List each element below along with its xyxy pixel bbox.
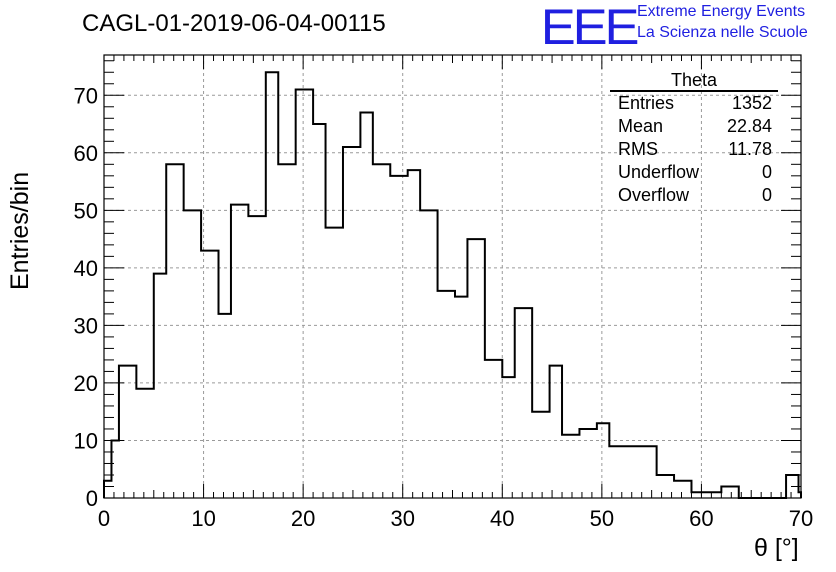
histogram-bin bbox=[502, 377, 514, 498]
histogram-bin bbox=[278, 164, 295, 498]
histogram-bin bbox=[579, 429, 596, 498]
histogram-bin bbox=[231, 205, 248, 498]
y-tick-label: 10 bbox=[74, 428, 98, 453]
histogram-bin bbox=[515, 308, 532, 498]
stats-title: Theta bbox=[610, 70, 778, 92]
histogram-bin bbox=[485, 360, 502, 498]
y-axis-label: Entries/bin bbox=[6, 171, 34, 290]
histogram-bin bbox=[119, 366, 136, 498]
histogram-bin bbox=[420, 210, 437, 498]
x-tick-label: 50 bbox=[590, 506, 614, 531]
histogram-bin bbox=[467, 239, 484, 498]
histogram-bin bbox=[166, 164, 183, 498]
stats-label: RMS bbox=[618, 139, 658, 159]
histogram-bin bbox=[373, 164, 390, 498]
x-tick-label: 10 bbox=[191, 506, 215, 531]
chart-title: CAGL-01-2019-06-04-00115 bbox=[82, 10, 386, 37]
y-tick-label: 40 bbox=[74, 256, 98, 281]
histogram-bin bbox=[408, 170, 420, 498]
histogram-bin bbox=[721, 486, 738, 498]
stats-value: 11.78 bbox=[728, 139, 772, 159]
histogram-bin bbox=[609, 446, 626, 498]
histogram-outline bbox=[103, 71, 802, 499]
stats-row: Entries 1352 bbox=[610, 92, 778, 115]
stats-label: Overflow bbox=[618, 185, 690, 205]
histogram-bin bbox=[296, 90, 313, 498]
x-tick-label: 40 bbox=[490, 506, 514, 531]
logo-line-2: La Scienza nelle Scuole bbox=[637, 24, 808, 41]
x-tick-label: 70 bbox=[789, 506, 813, 531]
stats-value: 1352 bbox=[731, 93, 772, 113]
histogram-bin bbox=[644, 446, 656, 498]
histogram-bin bbox=[627, 446, 644, 498]
stats-value: 0 bbox=[761, 162, 772, 182]
y-tick-label: 20 bbox=[74, 371, 98, 396]
stats-label: Entries bbox=[618, 93, 675, 113]
x-tick-label: 30 bbox=[390, 506, 414, 531]
histogram-bin bbox=[313, 124, 325, 498]
stats-label: Mean bbox=[618, 116, 664, 136]
stats-value: 22.84 bbox=[726, 116, 772, 136]
histogram-bin bbox=[343, 147, 360, 498]
stats-label: Underflow bbox=[618, 162, 700, 182]
histogram-bin bbox=[184, 210, 201, 498]
histogram-bin bbox=[597, 423, 609, 498]
stats-row: RMS 11.78 bbox=[610, 138, 778, 161]
y-tick-label: 60 bbox=[74, 141, 98, 166]
histogram-bin bbox=[674, 481, 691, 498]
histogram-bin bbox=[136, 389, 153, 498]
stats-value: 0 bbox=[761, 185, 772, 205]
stats-row: Underflow 0 bbox=[610, 161, 778, 184]
histogram-bin bbox=[154, 274, 166, 498]
x-axis-label: θ [°] bbox=[754, 534, 799, 562]
histogram-bin bbox=[266, 72, 278, 498]
histogram-bin bbox=[390, 176, 407, 498]
histogram-bin bbox=[248, 216, 265, 498]
histogram-bin bbox=[104, 481, 111, 498]
stats-box: Theta Entries 1352 Mean 22.84 RMS 11.78 Und… bbox=[610, 70, 778, 207]
histogram-bin bbox=[562, 435, 579, 498]
y-tick-label: 30 bbox=[74, 313, 98, 338]
x-tick-label: 0 bbox=[98, 506, 110, 531]
eee-logo: EEE bbox=[540, 0, 640, 55]
histogram-bin bbox=[219, 314, 231, 498]
logo-line-1: Extreme Energy Events bbox=[637, 3, 806, 20]
histogram-bin bbox=[532, 412, 549, 498]
histogram-bin bbox=[455, 297, 467, 498]
y-tick-label: 0 bbox=[86, 486, 98, 511]
stats-row: Mean 22.84 bbox=[610, 115, 778, 138]
histogram-bin bbox=[438, 291, 455, 498]
y-tick-label: 70 bbox=[74, 83, 98, 108]
stats-row: Overflow 0 bbox=[610, 184, 778, 207]
histogram-bin bbox=[111, 440, 118, 498]
y-tick-label: 50 bbox=[74, 198, 98, 223]
histogram-bin bbox=[550, 366, 562, 498]
x-tick-label: 20 bbox=[291, 506, 315, 531]
x-tick-label: 60 bbox=[689, 506, 713, 531]
